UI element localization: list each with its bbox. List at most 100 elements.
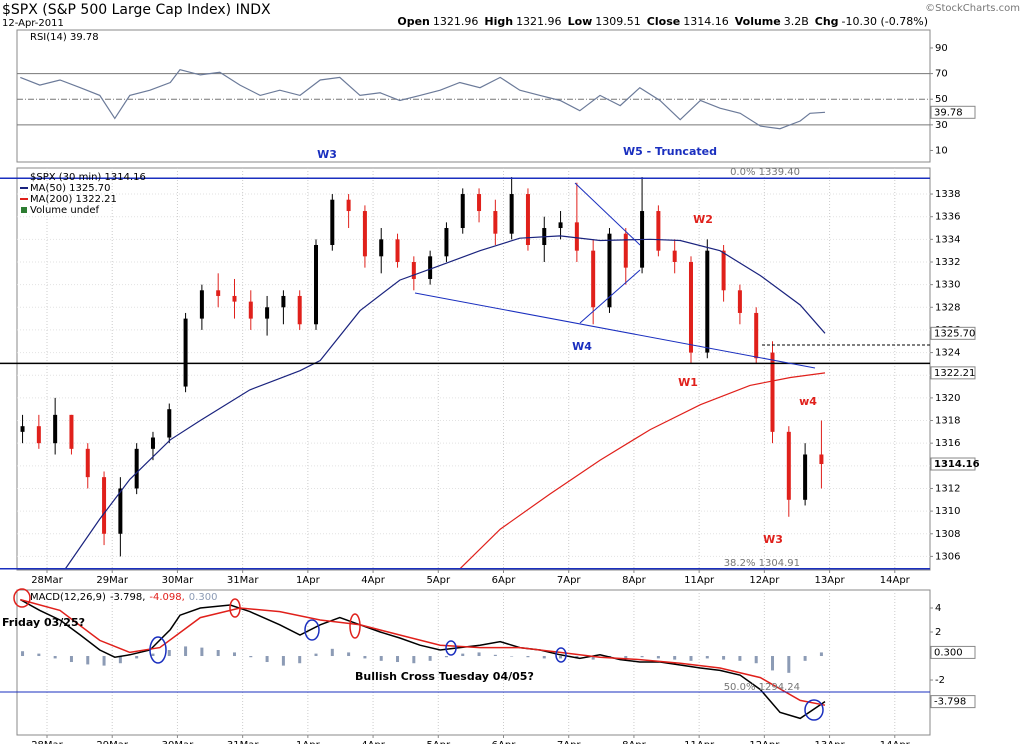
candle-body xyxy=(509,194,514,234)
y-tick-label: 1316 xyxy=(935,438,960,449)
histogram-bar xyxy=(771,656,775,671)
candle-body xyxy=(150,437,155,449)
annotation: W5 - Truncated xyxy=(623,145,717,158)
candle-body xyxy=(493,211,498,234)
h-line-label: 0.0% 1339.40 xyxy=(730,167,800,178)
candle-body xyxy=(803,454,808,500)
x-tick-label: 28Mar xyxy=(31,575,63,586)
candle-body xyxy=(428,256,433,279)
value-tag-label: 0.300 xyxy=(934,647,963,658)
candle-body xyxy=(20,426,25,432)
histogram-bar xyxy=(232,652,236,657)
circle xyxy=(304,619,320,641)
candle-body xyxy=(754,312,759,359)
candle-body xyxy=(558,222,563,229)
legend-entry: MA(200) 1322.21 xyxy=(30,194,117,205)
plot xyxy=(19,590,896,735)
histogram-bar xyxy=(265,656,269,663)
candle-body xyxy=(346,199,351,212)
y-tick-label: 1328 xyxy=(935,302,960,313)
value-tag xyxy=(930,326,976,340)
histogram-bar xyxy=(200,647,204,657)
value-tag-label: 39.78 xyxy=(934,107,963,118)
histogram-bar xyxy=(135,656,139,659)
annotation: w4 xyxy=(799,395,817,408)
x-tick-label: 29Mar xyxy=(96,575,128,586)
x-tick-label: 12Apr xyxy=(749,575,780,586)
histogram-bar xyxy=(37,653,41,657)
h-line-label: 38.2% 1304.91 xyxy=(724,558,800,569)
histogram-bar xyxy=(118,656,122,664)
x-tick-label: 4Apr xyxy=(361,740,386,744)
candle-body xyxy=(199,290,204,319)
candle-body xyxy=(705,250,710,353)
x-tick-label: 30Mar xyxy=(162,575,194,586)
legend-entry: -3.798, xyxy=(110,592,145,603)
credit: ©StockCharts.com xyxy=(925,3,1020,14)
x-tick-label: 31Mar xyxy=(227,740,259,744)
histogram-bar xyxy=(444,656,448,658)
candle-body xyxy=(607,233,612,308)
histogram-bar xyxy=(86,656,90,665)
circle xyxy=(445,640,457,656)
histogram-bar xyxy=(510,656,514,657)
quote-value: 3.2B xyxy=(784,15,809,28)
y-tick-label: 1324 xyxy=(935,348,960,359)
histogram-bar xyxy=(640,656,644,658)
histogram-bar xyxy=(412,656,416,664)
candle-body xyxy=(395,239,400,262)
legend-title: RSI(14) 39.78 xyxy=(30,32,99,43)
x-tick-label: 6Apr xyxy=(492,740,517,744)
legend-swatch xyxy=(21,207,27,213)
histogram-bar xyxy=(656,656,660,659)
histogram-bar xyxy=(754,656,758,664)
trend-line xyxy=(414,292,816,369)
plot xyxy=(17,168,930,570)
y-tick-label: 1318 xyxy=(935,416,960,427)
histogram-bar xyxy=(396,656,400,663)
x-tick-label: 5Apr xyxy=(426,575,451,586)
histogram-bar xyxy=(330,648,334,657)
histogram-bar xyxy=(787,656,791,673)
y-tick-label: 70 xyxy=(935,69,948,80)
legend-entry: 0.300 xyxy=(189,592,218,603)
y-tick-label: 1334 xyxy=(935,234,960,245)
candle-body xyxy=(216,290,221,296)
plot xyxy=(17,69,930,130)
candle-body xyxy=(525,194,530,246)
circles xyxy=(13,588,824,721)
fib-label: 50.0% 1294.24 xyxy=(724,682,800,693)
value-tag-label: 1322.21 xyxy=(934,368,975,379)
chart-title: $SPX (S&P 500 Large Cap Index) INDX xyxy=(2,2,271,18)
chart-date: 12-Apr-2011 xyxy=(2,18,64,29)
quote-value: 1309.51 xyxy=(595,15,641,28)
value-tag xyxy=(930,695,976,709)
candle-body xyxy=(574,222,579,251)
quote-label: Volume xyxy=(735,15,781,28)
histogram-bar xyxy=(347,652,351,657)
quote-label: Low xyxy=(568,15,593,28)
x-tick-label: 4Apr xyxy=(361,575,386,586)
circle xyxy=(13,588,31,608)
legend-entry: Volume undef xyxy=(30,205,100,216)
histogram-bar xyxy=(542,656,546,659)
annotation: Bullish Cross Tuesday 04/05? xyxy=(355,670,534,683)
histogram-bar xyxy=(167,650,171,657)
quote-label: Open xyxy=(397,15,430,28)
x-tick-label: 14Apr xyxy=(880,575,911,586)
candle-body xyxy=(183,318,188,387)
quote-value: 1321.96 xyxy=(433,15,479,28)
y-tick-label: 1332 xyxy=(935,257,960,268)
x-tick-label: 29Mar xyxy=(96,740,128,744)
histogram-bar xyxy=(591,656,595,660)
candle-body xyxy=(362,211,367,257)
candle-body xyxy=(330,199,335,246)
y-tick-label: 1330 xyxy=(935,280,960,291)
legend-entry: -4.098, xyxy=(149,592,184,603)
histogram-bar xyxy=(102,656,106,666)
histogram-bar xyxy=(53,656,57,659)
candle-body xyxy=(591,250,596,308)
value-tag-label: 1314.16 xyxy=(934,459,980,470)
